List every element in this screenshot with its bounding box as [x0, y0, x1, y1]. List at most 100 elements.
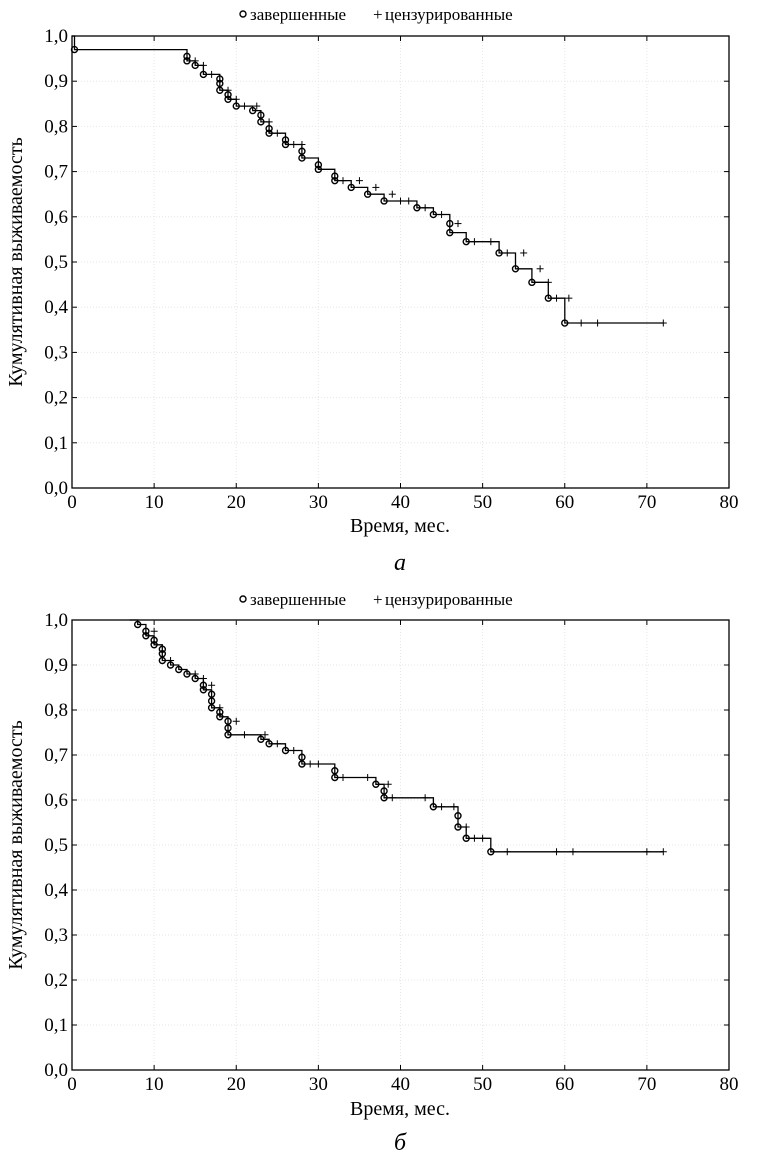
- censored-marker: [569, 848, 577, 856]
- complete-event-marker: [331, 773, 339, 782]
- complete-event-marker: [454, 823, 462, 831]
- x-axis-label: Время, мес.: [350, 515, 450, 537]
- complete-event-marker: [298, 760, 306, 768]
- x-tick-label: 20: [227, 492, 246, 513]
- y-tick-label: 0,9: [44, 71, 68, 92]
- complete-event-marker: [454, 812, 462, 820]
- legend-complete-marker-icon: [239, 10, 247, 18]
- x-tick-label: 30: [309, 492, 328, 513]
- censored-marker: [253, 102, 261, 110]
- y-tick-label: 0,5: [44, 835, 68, 856]
- axis-ticks: [71, 619, 730, 1071]
- legend-complete-label: завершенные: [250, 5, 346, 24]
- chart-panel-b: 0,0 0,1 0,2 0,3 0,4 0,5 0,6 0,7 0,8 0,9 1,0 0 10 20 3…: [5, 590, 739, 1156]
- complete-event-marker: [142, 632, 150, 640]
- complete-event-marker: [413, 204, 421, 212]
- censored-marker: [261, 731, 269, 739]
- censored-marker: [487, 238, 495, 246]
- y-tick-label: 0,4: [44, 880, 68, 901]
- complete-event-marker: [224, 731, 232, 739]
- complete-event-marker: [265, 124, 273, 133]
- y-tick-labels: 0,0 0,1 0,2 0,3 0,4 0,5 0,6 0,7 0,8 0,9 1,0: [44, 610, 68, 1081]
- legend-censored-label: цензурированные: [385, 590, 513, 609]
- complete-event-marker: [248, 106, 257, 115]
- complete-event-marker: [281, 746, 290, 755]
- x-tick-label: 50: [473, 492, 492, 513]
- x-axis-label: Время, мес.: [350, 1098, 450, 1120]
- survival-step-line: [72, 35, 664, 324]
- complete-event-marker: [281, 140, 290, 149]
- censored-marker: [397, 197, 404, 205]
- data-marks: [133, 620, 667, 856]
- complete-event-marker: [199, 70, 208, 79]
- censored-marker: [240, 731, 248, 739]
- complete-event-marker: [544, 294, 553, 302]
- grid-lines: [72, 36, 729, 488]
- complete-event-marker: [363, 190, 372, 198]
- censored-marker: [470, 238, 478, 246]
- x-tick-label: 0: [67, 492, 77, 513]
- x-tick-label: 10: [145, 1074, 164, 1095]
- x-tick-label: 0: [67, 1074, 77, 1095]
- complete-event-marker: [232, 102, 240, 110]
- survival-curve: [129, 619, 664, 853]
- censored-marker: [479, 834, 487, 842]
- censored-marker: [199, 675, 207, 682]
- censored-marker: [438, 211, 446, 219]
- chart-panel-a: 0,0 0,1 0,2 0,3 0,4 0,5 0,6 0,7 0,8 0,9 1,0 0 10 20 3…: [5, 5, 739, 576]
- y-tick-label: 0,0: [44, 478, 68, 499]
- complete-event-marker: [70, 45, 79, 54]
- y-tick-label: 0,4: [44, 297, 68, 318]
- censored-marker: [384, 780, 392, 788]
- data-marks: [70, 45, 667, 327]
- legend-censored-label: цензурированные: [385, 5, 513, 24]
- panel-caption: б: [394, 1130, 407, 1156]
- complete-event-marker: [561, 319, 569, 327]
- complete-event-marker: [207, 690, 216, 698]
- censored-marker: [553, 294, 561, 302]
- y-tick-label: 0,3: [44, 925, 68, 946]
- censored-marker: [290, 140, 298, 148]
- censored-marker: [191, 57, 199, 65]
- censored-marker: [191, 670, 199, 678]
- censored-marker: [208, 681, 216, 689]
- y-tick-label: 0,7: [44, 162, 68, 183]
- censored-marker: [216, 704, 224, 712]
- complete-event-marker: [158, 645, 167, 653]
- complete-event-marker: [372, 780, 380, 788]
- censored-marker: [224, 86, 232, 94]
- censored-marker: [265, 118, 273, 126]
- x-tick-label: 40: [391, 1074, 410, 1095]
- censored-marker: [405, 197, 413, 205]
- censored-marker: [388, 794, 396, 802]
- complete-event-marker: [257, 111, 265, 119]
- complete-event-marker: [199, 686, 208, 694]
- complete-event-marker: [265, 129, 273, 137]
- censored-marker: [659, 319, 667, 327]
- complete-event-marker: [150, 636, 158, 644]
- censored-marker: [355, 177, 363, 185]
- complete-event-marker: [380, 794, 388, 802]
- censored-marker: [306, 760, 314, 768]
- complete-event-marker: [150, 641, 158, 649]
- complete-event-marker: [314, 161, 323, 169]
- complete-event-marker: [183, 670, 191, 678]
- y-tick-label: 0,7: [44, 745, 68, 766]
- complete-event-marker: [495, 249, 503, 257]
- complete-event-marker: [429, 803, 438, 811]
- complete-event-marker: [199, 681, 208, 689]
- complete-event-marker: [446, 219, 454, 228]
- x-tick-label: 40: [391, 492, 410, 513]
- x-tick-label: 20: [227, 1074, 246, 1095]
- y-tick-label: 0,1: [44, 1015, 68, 1036]
- complete-event-marker: [462, 834, 470, 842]
- complete-event-marker: [298, 147, 306, 155]
- complete-event-marker: [462, 237, 470, 246]
- complete-event-marker: [133, 620, 142, 629]
- censored-marker: [298, 140, 306, 148]
- censored-marker: [273, 129, 281, 137]
- legend-censored-marker-icon: +: [373, 5, 383, 24]
- censored-marker: [544, 278, 552, 286]
- y-tick-label: 0,6: [44, 790, 68, 811]
- complete-event-marker: [216, 713, 224, 721]
